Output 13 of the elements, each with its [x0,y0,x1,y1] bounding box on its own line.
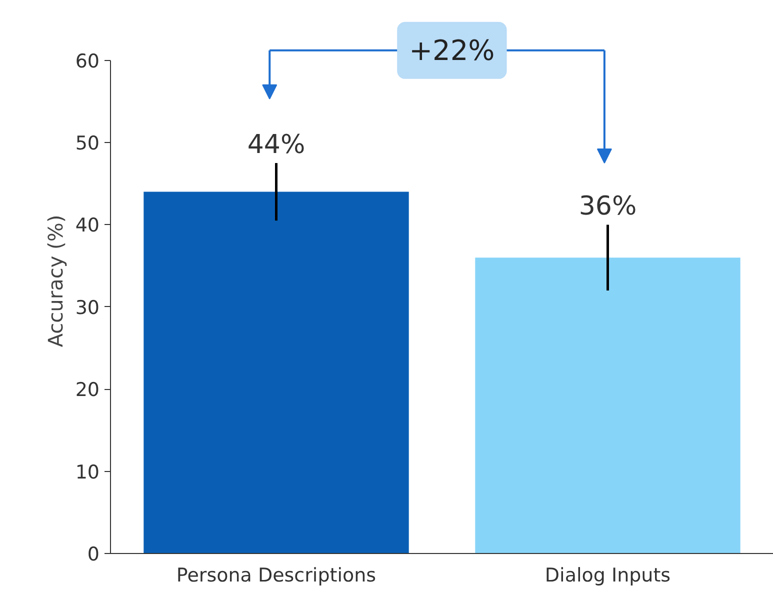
annotation: +22% [409,34,495,67]
y-tick-label: 10 [75,461,100,484]
x-tick-label: Dialog Inputs [544,564,671,586]
y-tick-label: 20 [75,379,100,402]
y-tick-label: 30 [75,296,100,319]
y-tick-label: 0 [87,544,100,566]
y-tick-label: 40 [75,214,100,237]
x-tick-label: Persona Descriptions [176,564,376,586]
y-tick-label: 60 [75,50,100,72]
data-label: 44% [247,130,306,160]
data-label: 36% [578,192,637,222]
y-tick-label: 50 [75,132,100,154]
y-axis-title: Accuracy (%) [43,214,68,348]
